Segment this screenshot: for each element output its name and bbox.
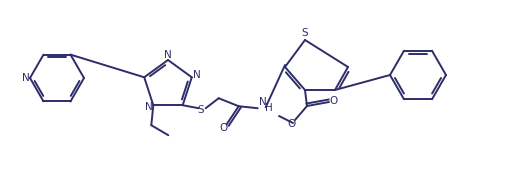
Text: O: O [330,96,338,106]
Text: N: N [259,97,267,107]
Text: N: N [193,70,201,80]
Text: N: N [145,102,153,112]
Text: H: H [265,103,272,113]
Text: O: O [219,123,228,133]
Text: N: N [22,73,30,83]
Text: S: S [197,105,204,115]
Text: N: N [164,50,172,60]
Text: O: O [287,119,295,129]
Text: S: S [302,28,308,38]
